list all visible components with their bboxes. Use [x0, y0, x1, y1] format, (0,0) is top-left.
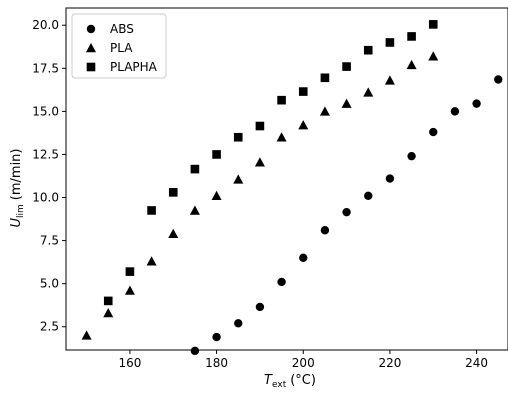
pla-point	[363, 87, 374, 97]
pla-point	[168, 228, 179, 238]
x-axis-label-main: T	[264, 373, 273, 388]
plapha-point	[277, 95, 286, 105]
pla-point	[276, 132, 287, 142]
plapha-point	[190, 164, 200, 174]
plot-frame	[65, 7, 508, 351]
abs-point	[407, 151, 416, 161]
legend-label-abs: ABS	[110, 22, 134, 36]
pla-point	[211, 190, 222, 201]
y-axis-label-unit: (m/min)	[9, 149, 24, 201]
plapha-point	[168, 188, 178, 197]
y-tick-label: 7.5	[40, 234, 59, 248]
legend-marker-abs	[86, 24, 96, 34]
pla-point	[124, 285, 135, 295]
pla-point	[319, 106, 330, 116]
y-axis-label-main: U	[9, 218, 24, 228]
plapha-point	[125, 267, 135, 276]
plapha-point	[255, 121, 265, 131]
pla-point	[189, 205, 200, 215]
x-tick-label: 220	[378, 356, 401, 370]
pla-point	[384, 75, 395, 85]
plapha-point	[342, 62, 351, 71]
plapha-point	[320, 73, 330, 83]
pla-point	[341, 98, 352, 108]
y-axis-label-sub: lim	[16, 204, 26, 218]
plapha-point	[407, 32, 416, 41]
abs-point	[364, 191, 373, 200]
plapha-point	[298, 87, 308, 96]
plapha-point	[385, 38, 395, 47]
plapha-point	[363, 45, 373, 55]
plapha-point	[428, 20, 438, 29]
y-tick-label: 15.0	[32, 104, 59, 118]
series-abs	[190, 75, 503, 356]
y-tick-label: 17.5	[32, 61, 59, 75]
plapha-point	[103, 296, 113, 306]
plapha-point	[147, 206, 156, 215]
abs-point	[277, 277, 286, 287]
x-axis-label: Text (°C)	[264, 373, 316, 390]
legend-marker-pla	[86, 43, 96, 53]
abs-point	[429, 127, 438, 137]
y-tick-label: 5.0	[40, 277, 59, 291]
abs-point	[494, 75, 503, 84]
abs-point	[234, 319, 243, 328]
x-tick-label: 160	[118, 356, 141, 370]
x-tick-label: 240	[465, 356, 488, 370]
legend-marker-plapha	[86, 62, 96, 72]
pla-point	[146, 256, 157, 266]
y-tick-label: 12.5	[32, 147, 59, 161]
pla-point	[298, 120, 309, 130]
abs-point	[320, 226, 330, 235]
abs-point	[212, 332, 221, 342]
pla-point	[254, 157, 265, 167]
abs-point	[299, 253, 308, 263]
pla-point	[406, 59, 417, 70]
x-axis-label-unit: (°C)	[290, 373, 316, 388]
plapha-point	[212, 150, 221, 159]
abs-point	[385, 174, 395, 183]
legend-box	[71, 13, 167, 79]
data-marks	[81, 20, 503, 356]
pla-point	[103, 307, 114, 318]
y-tick-label: 20.0	[32, 18, 59, 32]
legend-label-plapha: PLAPHA	[110, 60, 158, 74]
series-plapha	[103, 20, 438, 306]
y-axis-label: Ulim (m/min)	[9, 149, 26, 228]
plapha-point	[233, 132, 243, 142]
abs-point	[450, 107, 460, 116]
pla-point	[428, 51, 439, 61]
y-tick-label: 2.5	[40, 320, 59, 334]
legend: ABS PLA PLAPHA	[71, 13, 167, 79]
abs-point	[255, 302, 265, 312]
y-tick-label: 10.0	[32, 191, 59, 205]
abs-point	[472, 99, 481, 108]
series-pla	[81, 51, 439, 340]
pla-point	[233, 174, 244, 184]
x-tick-label: 180	[205, 356, 228, 370]
legend-label-pla: PLA	[110, 41, 133, 55]
x-tick-label: 200	[292, 356, 315, 370]
pla-point	[81, 330, 92, 340]
abs-point	[190, 346, 200, 356]
axes: 160 180 200 220 240 2.5 5.0 7.5 10.0 12.5 15.0 17.5…	[32, 7, 508, 370]
x-axis-label-sub: ext	[272, 380, 287, 390]
abs-point	[342, 207, 351, 217]
